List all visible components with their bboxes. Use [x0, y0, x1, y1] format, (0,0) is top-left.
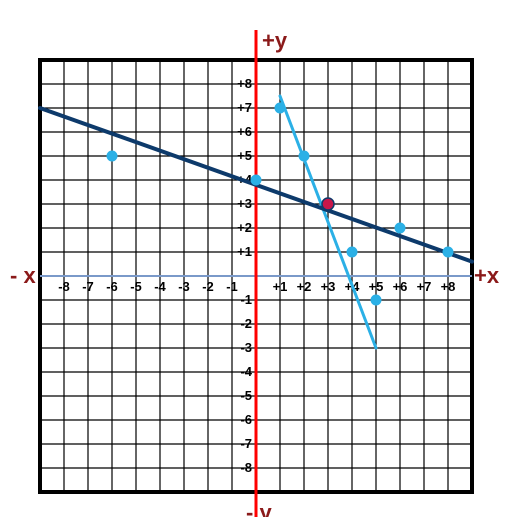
data-point-line1: [443, 247, 453, 257]
x-tick-label: -3: [178, 279, 190, 294]
data-point-line1: [107, 151, 117, 161]
data-point-line2: [347, 247, 357, 257]
x-tick-label: +2: [297, 279, 312, 294]
pos-y-label: +y: [262, 28, 288, 53]
data-point-line2: [275, 103, 285, 113]
x-tick-label: -4: [154, 279, 166, 294]
y-tick-label: -8: [240, 460, 252, 475]
data-point-line2: [299, 151, 309, 161]
x-tick-label: -2: [202, 279, 214, 294]
x-tick-label: -6: [106, 279, 118, 294]
y-tick-label: -3: [240, 340, 252, 355]
x-tick-label: +8: [441, 279, 456, 294]
x-tick-label: +6: [393, 279, 408, 294]
neg-x-label: - x: [10, 263, 36, 288]
x-tick-label: -8: [58, 279, 70, 294]
chart-svg: +y- y+x- x-8-7-6-5-4-3-2-1+1+2+3+4+5+6+7…: [0, 0, 526, 517]
y-tick-label: +2: [237, 220, 252, 235]
y-tick-label: +1: [237, 244, 252, 259]
y-tick-label: +8: [237, 76, 252, 91]
data-point-line1: [251, 175, 261, 185]
y-tick-label: -5: [240, 388, 252, 403]
x-tick-label: +7: [417, 279, 432, 294]
pos-x-label: +x: [474, 263, 500, 288]
x-tick-label: -1: [226, 279, 238, 294]
y-tick-label: +6: [237, 124, 252, 139]
x-tick-label: +1: [273, 279, 288, 294]
y-tick-label: -2: [240, 316, 252, 331]
x-tick-label: +5: [369, 279, 384, 294]
y-tick-label: +3: [237, 196, 252, 211]
x-tick-label: +3: [321, 279, 336, 294]
y-tick-label: -4: [240, 364, 252, 379]
y-tick-label: -1: [240, 292, 252, 307]
data-point-line2: [371, 295, 381, 305]
y-tick-label: -6: [240, 412, 252, 427]
x-tick-label: -5: [130, 279, 142, 294]
intersection-point: [322, 198, 334, 210]
y-tick-label: +5: [237, 148, 252, 163]
x-tick-label: -7: [82, 279, 94, 294]
data-point-line1: [395, 223, 405, 233]
y-tick-label: -7: [240, 436, 252, 451]
neg-y-label: - y: [246, 500, 272, 517]
y-tick-label: +7: [237, 100, 252, 115]
coordinate-chart: +y- y+x- x-8-7-6-5-4-3-2-1+1+2+3+4+5+6+7…: [0, 0, 526, 517]
